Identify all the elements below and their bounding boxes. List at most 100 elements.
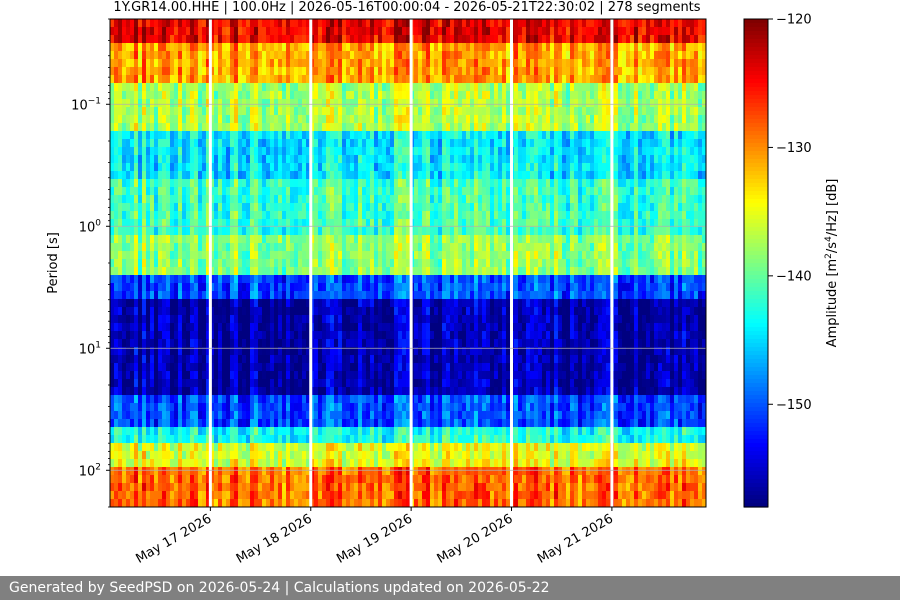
spectrogram-cell bbox=[382, 187, 387, 196]
spectrogram-cell bbox=[378, 363, 383, 372]
spectrogram-cell bbox=[430, 475, 435, 484]
spectrogram-cell bbox=[202, 83, 207, 92]
spectrogram-cell bbox=[422, 139, 427, 148]
spectrogram-cell bbox=[174, 139, 179, 148]
spectrogram-cell bbox=[366, 483, 371, 492]
spectrogram-cell bbox=[130, 371, 135, 380]
spectrogram-cell bbox=[170, 83, 175, 92]
spectrogram-cell bbox=[386, 163, 391, 172]
spectrogram-cell bbox=[394, 43, 399, 52]
spectrogram-cell bbox=[238, 107, 243, 116]
spectrogram-cell bbox=[126, 115, 131, 124]
spectrogram-cell bbox=[374, 291, 379, 300]
spectrogram-cell bbox=[178, 347, 183, 356]
spectrogram-cell bbox=[122, 107, 127, 116]
spectrogram-cell bbox=[358, 395, 363, 404]
spectrogram-cell bbox=[322, 43, 327, 52]
spectrogram-cell bbox=[190, 179, 195, 188]
spectrogram-cell bbox=[222, 339, 227, 348]
spectrogram-cell bbox=[358, 363, 363, 372]
spectrogram-cell bbox=[362, 299, 367, 308]
spectrogram-cell bbox=[166, 427, 171, 436]
spectrogram-cell bbox=[334, 243, 339, 252]
spectrogram-cell bbox=[238, 19, 243, 28]
spectrogram-cell bbox=[270, 475, 275, 484]
spectrogram-cell bbox=[230, 219, 235, 228]
spectrogram-cell bbox=[162, 83, 167, 92]
spectrogram-cell bbox=[354, 267, 359, 276]
spectrogram-cell bbox=[430, 387, 435, 396]
spectrogram-cell bbox=[138, 291, 143, 300]
spectrogram-cell bbox=[406, 363, 411, 372]
spectrogram-cell bbox=[286, 99, 291, 108]
spectrogram-cell bbox=[302, 499, 307, 508]
spectrogram-cell bbox=[378, 371, 383, 380]
spectrogram-cell bbox=[362, 267, 367, 276]
spectrogram-cell bbox=[230, 291, 235, 300]
spectrogram-cell bbox=[390, 219, 395, 228]
spectrogram-cell bbox=[234, 123, 239, 132]
spectrogram-cell bbox=[418, 283, 423, 292]
spectrogram-cell bbox=[266, 379, 271, 388]
spectrogram-cell bbox=[218, 83, 223, 92]
spectrogram-cell bbox=[114, 59, 119, 68]
spectrogram-cell bbox=[342, 379, 347, 388]
spectrogram-cell bbox=[414, 427, 419, 436]
spectrogram-cell bbox=[250, 491, 255, 500]
spectrogram-cell bbox=[262, 59, 267, 68]
spectrogram-cell bbox=[270, 331, 275, 340]
spectrogram-cell bbox=[426, 83, 431, 92]
spectrogram-cell bbox=[110, 443, 115, 452]
spectrogram-cell bbox=[282, 411, 287, 420]
spectrogram-cell bbox=[190, 307, 195, 316]
spectrogram-cell bbox=[110, 411, 115, 420]
spectrogram-cell bbox=[158, 459, 163, 468]
spectrogram-cell bbox=[254, 123, 259, 132]
spectrogram-cell bbox=[202, 307, 207, 316]
spectrogram-cell bbox=[406, 235, 411, 244]
spectrogram-cell bbox=[398, 123, 403, 132]
spectrogram-cell bbox=[186, 147, 191, 156]
spectrogram-cell bbox=[222, 59, 227, 68]
spectrogram-cell bbox=[122, 155, 127, 164]
spectrogram-cell bbox=[154, 291, 159, 300]
spectrogram-cell bbox=[390, 171, 395, 180]
spectrogram-cell bbox=[254, 115, 259, 124]
spectrogram-cell bbox=[390, 283, 395, 292]
spectrogram-cell bbox=[402, 475, 407, 484]
spectrogram-cell bbox=[230, 491, 235, 500]
spectrogram-cell bbox=[358, 123, 363, 132]
spectrogram-cell bbox=[134, 331, 139, 340]
spectrogram-cell bbox=[242, 363, 247, 372]
spectrogram-cell bbox=[314, 483, 319, 492]
spectrogram-cell bbox=[210, 139, 215, 148]
spectrogram-cell bbox=[394, 307, 399, 316]
spectrogram-cell bbox=[374, 67, 379, 76]
spectrogram-cell bbox=[298, 347, 303, 356]
spectrogram-cell bbox=[238, 99, 243, 108]
spectrogram-cell bbox=[266, 371, 271, 380]
spectrogram-cell bbox=[246, 139, 251, 148]
spectrogram-cell bbox=[262, 179, 267, 188]
spectrogram-cell bbox=[262, 123, 267, 132]
spectrogram-cell bbox=[238, 227, 243, 236]
spectrogram-cell bbox=[114, 35, 119, 44]
spectrogram-cell bbox=[278, 427, 283, 436]
spectrogram-cell bbox=[158, 371, 163, 380]
spectrogram-cell bbox=[258, 107, 263, 116]
spectrogram-cell bbox=[358, 251, 363, 260]
spectrogram-cell bbox=[182, 227, 187, 236]
spectrogram-cell bbox=[278, 291, 283, 300]
spectrogram-cell bbox=[274, 291, 279, 300]
spectrogram-cell bbox=[190, 371, 195, 380]
spectrogram-cell bbox=[258, 179, 263, 188]
spectrogram-cell bbox=[274, 315, 279, 324]
spectrogram-cell bbox=[374, 187, 379, 196]
spectrogram-cell bbox=[278, 195, 283, 204]
spectrogram-cell bbox=[338, 147, 343, 156]
spectrogram-cell bbox=[426, 451, 431, 460]
spectrogram-cell bbox=[314, 211, 319, 220]
spectrogram-cell bbox=[118, 275, 123, 284]
spectrogram-cell bbox=[238, 187, 243, 196]
spectrogram-cell bbox=[186, 195, 191, 204]
